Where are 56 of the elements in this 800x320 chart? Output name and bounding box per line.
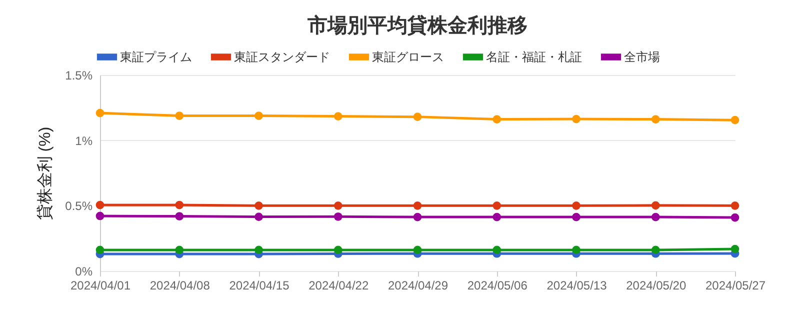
y-tick-label: 0.5%: [65, 199, 93, 214]
point: [413, 112, 422, 121]
x-tick-label: 2024/05/13: [546, 278, 608, 292]
x-tick-label: 2024/05/20: [626, 278, 686, 292]
x-tick-label: 2024/04/01: [70, 278, 131, 292]
point: [334, 201, 342, 210]
y-tick-label: 0%: [75, 264, 93, 278]
point: [254, 201, 263, 210]
point: [492, 246, 502, 254]
point: [96, 212, 104, 220]
legend-label: 東証スタンダード: [234, 50, 330, 64]
point: [572, 246, 580, 254]
point: [730, 244, 740, 254]
point: [651, 115, 660, 124]
point: [334, 246, 342, 254]
point: [492, 212, 502, 222]
point: [730, 201, 740, 210]
point: [175, 246, 184, 254]
point: [572, 212, 580, 222]
point: [96, 108, 104, 118]
x-tick-label: 2024/05/06: [467, 278, 528, 292]
point: [572, 114, 580, 124]
legend-label: 東証プライム: [120, 50, 192, 64]
x-tick-label: 2024/04/29: [388, 278, 448, 292]
x-tick-label: 2024/05/27: [705, 278, 766, 292]
x-tick-label: 2024/04/08: [150, 278, 210, 292]
point: [413, 201, 422, 210]
point: [730, 116, 740, 124]
point: [730, 213, 740, 222]
point: [175, 200, 184, 210]
x-tick-label: 2024/04/15: [229, 278, 290, 292]
y-tick-label: 1%: [75, 134, 93, 148]
point: [254, 112, 263, 120]
point: [572, 201, 580, 210]
point: [96, 200, 104, 210]
point: [254, 246, 263, 254]
point: [175, 112, 184, 120]
chart-title: 市場別平均貸株金利推移: [306, 14, 528, 37]
point: [413, 212, 422, 222]
point: [492, 115, 502, 124]
x-tick-label: 2024/04/22: [308, 278, 369, 292]
legend-label: 全市場: [624, 50, 660, 64]
point: [334, 212, 342, 221]
point: [334, 112, 342, 120]
y-tick-label: 1.5%: [65, 68, 93, 82]
point: [492, 201, 502, 210]
point: [651, 212, 660, 222]
point: [651, 201, 660, 210]
point: [254, 212, 263, 221]
point: [175, 212, 184, 220]
point: [413, 246, 422, 254]
y-axis-title: 貸株金利 (%): [36, 126, 54, 220]
point: [96, 246, 104, 254]
legend-label: 名証・福証・札証: [486, 50, 582, 64]
legend-label: 東証グロース: [372, 50, 444, 64]
point: [651, 246, 660, 254]
